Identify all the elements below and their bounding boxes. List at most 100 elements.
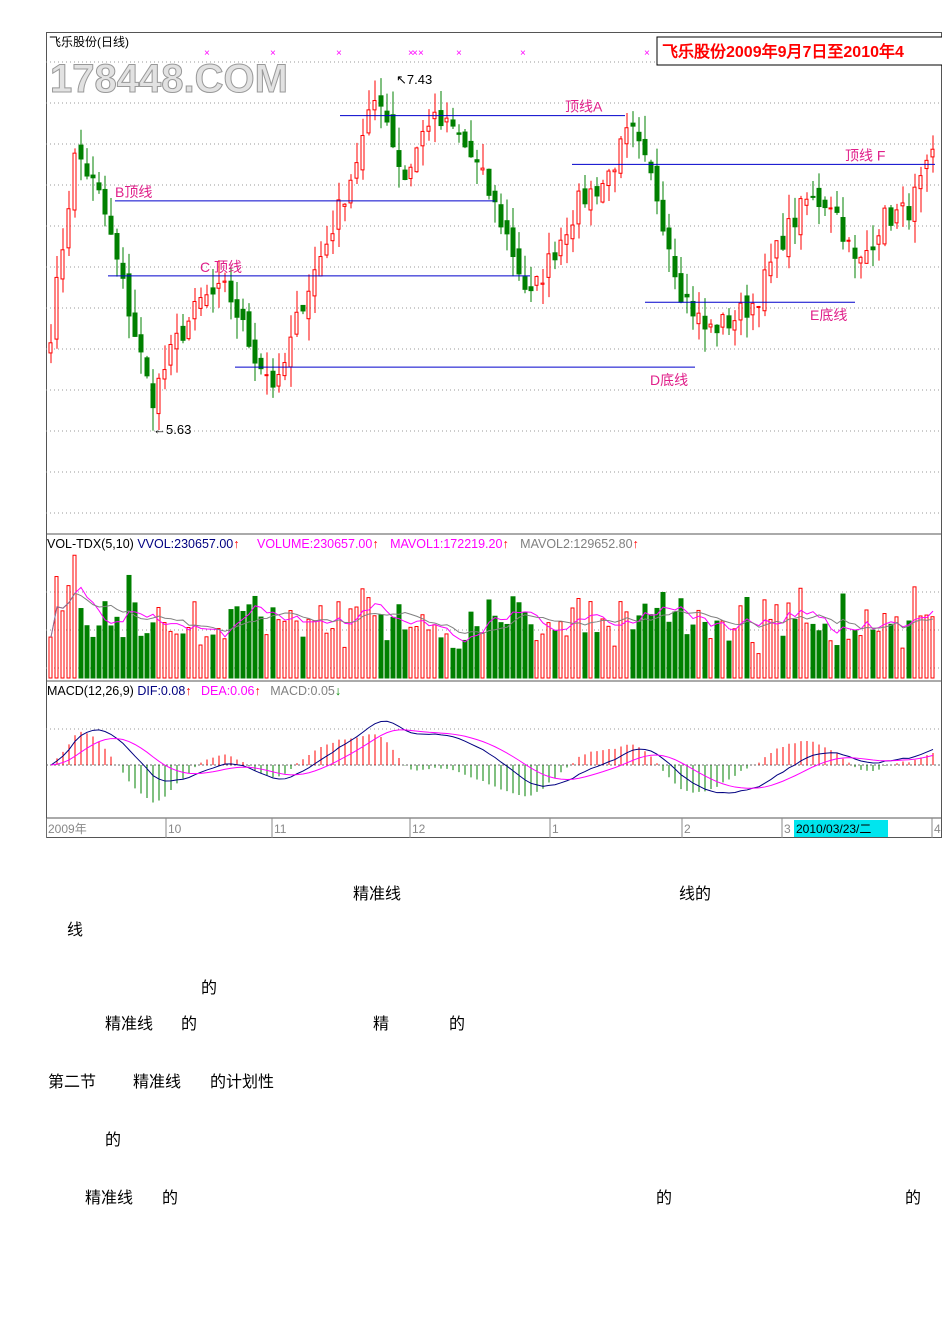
candle [912, 186, 917, 222]
volume-bar [114, 616, 120, 679]
candle [900, 202, 905, 207]
candle [606, 170, 611, 187]
text-fragment: 的 [656, 1188, 673, 1207]
candle [78, 144, 84, 160]
volume-bar [156, 606, 161, 679]
text-fragment: 精准线 [85, 1188, 134, 1207]
volume-bar [150, 622, 156, 679]
candles [48, 78, 935, 431]
volume-bar [492, 615, 498, 679]
candle [306, 290, 311, 320]
volume-bar [858, 635, 863, 679]
volume-bar [168, 630, 173, 679]
text-fragment: 的 [181, 1014, 198, 1033]
candle [300, 304, 306, 312]
section-heading-part: 精准线 [133, 1072, 182, 1091]
volume-bar [816, 630, 822, 679]
text-fragment: 线 [67, 920, 84, 939]
candle [138, 334, 144, 353]
candle [192, 300, 197, 320]
candle [624, 127, 629, 145]
candle [144, 357, 150, 377]
candle [348, 179, 353, 204]
volume-bar [786, 602, 791, 679]
candle [426, 125, 431, 132]
volume-bar [642, 603, 648, 679]
volume-bar [780, 635, 786, 679]
volume-bar [264, 634, 269, 679]
candle [114, 233, 120, 260]
mavol1-line [50, 586, 934, 643]
volume-bar [720, 620, 725, 679]
candle [96, 182, 102, 191]
volume-bar [906, 620, 912, 679]
banner-box [656, 36, 942, 66]
volume-bar [804, 622, 809, 679]
candle [858, 256, 863, 264]
volume-bar [300, 636, 306, 679]
volume-bar [384, 640, 390, 679]
candle [786, 218, 791, 258]
volume-bar [930, 616, 935, 679]
candle [744, 295, 750, 318]
volume-bar [186, 626, 191, 679]
volume-bar [78, 608, 84, 679]
volume-bar [606, 625, 611, 679]
candle [774, 240, 779, 259]
volume-bar [120, 637, 126, 679]
candle [834, 206, 840, 213]
volume-bar [750, 642, 755, 679]
volume-bar [600, 618, 605, 679]
candle [456, 132, 462, 135]
candle [378, 95, 384, 107]
volume-bar [678, 598, 684, 679]
volume-bar [870, 629, 876, 679]
volume-bar [138, 635, 144, 679]
volume-bar [672, 611, 678, 679]
marker-icon: × [520, 48, 526, 59]
candle [222, 280, 227, 283]
volume-bar [330, 628, 335, 679]
candle [918, 175, 923, 190]
candle [534, 276, 539, 286]
cursor-date: 2010/03/23/二 [796, 822, 871, 836]
marker-icon: × [270, 48, 276, 59]
candle [444, 117, 449, 123]
volume-bar [762, 599, 767, 679]
candle [486, 168, 492, 196]
volume-bar [798, 587, 803, 679]
volume-bar [876, 630, 881, 679]
candle [174, 332, 179, 350]
volume-bar [846, 638, 851, 679]
macd-header: MACD(12,26,9) DIF:0.08↑ DEA:0.06↑ MACD:0… [47, 684, 341, 698]
watermark: 178448.COM [50, 57, 288, 101]
volume-bar [318, 605, 323, 679]
volume-bar [216, 627, 221, 679]
volume-bar [336, 601, 341, 679]
banner-title: 飞乐股份2009年9月7日至2010年4 [662, 42, 904, 61]
volume-bar [378, 614, 384, 679]
volume-bar [420, 614, 425, 679]
candle [258, 357, 264, 370]
candle [204, 294, 209, 307]
volume-bar [810, 623, 816, 679]
candle [888, 207, 894, 226]
volume-bar [390, 616, 396, 679]
candle [690, 300, 696, 317]
volume-bar [414, 626, 419, 679]
volume-bar [612, 645, 617, 679]
candle [336, 199, 341, 230]
stock-title: 飞乐股份(日线) [49, 35, 129, 49]
volume-bar [198, 644, 203, 679]
volume-bar [522, 612, 528, 679]
x-tick-label: 12 [412, 822, 426, 836]
volume-bar [234, 606, 240, 679]
volume-bar [96, 625, 102, 679]
volume-bar [618, 601, 623, 679]
candle [384, 110, 390, 123]
candle [810, 195, 816, 198]
candle [642, 138, 648, 156]
volume-bar [900, 647, 905, 679]
candle [84, 163, 90, 177]
volume-bar [696, 609, 701, 679]
